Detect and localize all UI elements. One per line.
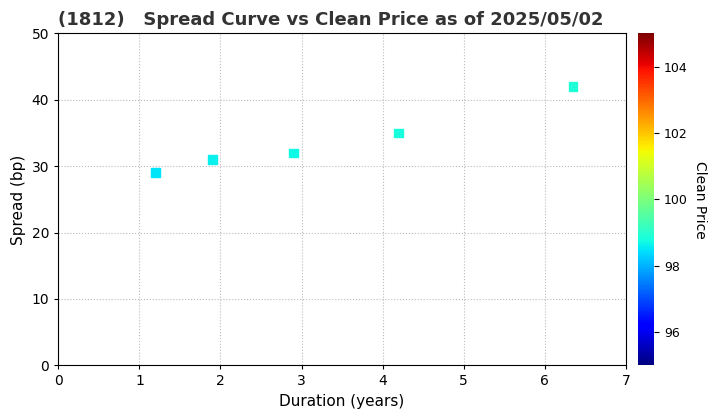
Point xyxy=(393,130,405,136)
X-axis label: Duration (years): Duration (years) xyxy=(279,394,405,409)
Y-axis label: Clean Price: Clean Price xyxy=(693,160,708,238)
Point xyxy=(207,156,218,163)
Point xyxy=(288,150,300,156)
Point xyxy=(150,169,161,176)
Point xyxy=(567,83,579,90)
Y-axis label: Spread (bp): Spread (bp) xyxy=(11,154,26,244)
Text: (1812)   Spread Curve vs Clean Price as of 2025/05/02: (1812) Spread Curve vs Clean Price as of… xyxy=(58,11,604,29)
